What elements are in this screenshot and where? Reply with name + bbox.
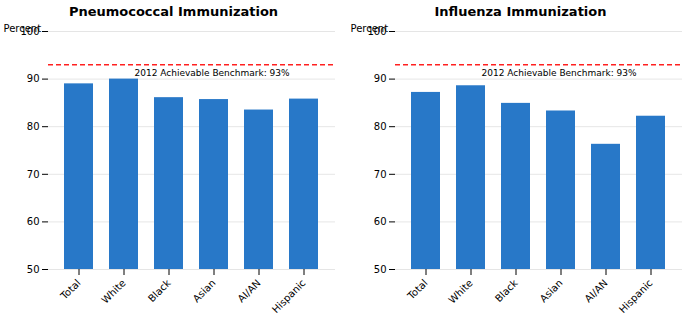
html-text:Pneumococcal Immunization: Pneumococcal Immunization bbox=[68, 4, 279, 19]
svg-text:Black: Black bbox=[146, 277, 173, 304]
svg-text:70: 70 bbox=[27, 169, 40, 180]
svg-text:Hispanic: Hispanic bbox=[617, 277, 655, 315]
svg-text:Total: Total bbox=[405, 277, 430, 302]
svg-text:2012 Achievable Benchmark: 93%: 2012 Achievable Benchmark: 93% bbox=[135, 68, 291, 78]
svg-text:AI/AN: AI/AN bbox=[582, 277, 609, 304]
svg-text:90: 90 bbox=[27, 73, 40, 84]
svg-text:Asian: Asian bbox=[538, 277, 565, 304]
svg-text:60: 60 bbox=[374, 216, 387, 227]
svg-text:Total: Total bbox=[58, 277, 83, 302]
svg-text:Asian: Asian bbox=[191, 277, 218, 304]
svg-text:50: 50 bbox=[27, 264, 40, 275]
svg-text:90: 90 bbox=[374, 73, 387, 84]
svg-text:2012 Achievable Benchmark: 93%: 2012 Achievable Benchmark: 93% bbox=[482, 68, 638, 78]
svg-text:80: 80 bbox=[27, 121, 40, 132]
svg-text:AI/AN: AI/AN bbox=[235, 277, 262, 304]
svg-text:60: 60 bbox=[27, 216, 40, 227]
svg-text:Hispanic: Hispanic bbox=[270, 277, 308, 315]
svg-text:Black: Black bbox=[493, 277, 520, 304]
svg-text:Percent: Percent bbox=[4, 23, 42, 34]
svg-text:50: 50 bbox=[374, 264, 387, 275]
svg-text:White: White bbox=[446, 277, 474, 305]
svg-text:Percent: Percent bbox=[351, 23, 389, 34]
svg-text:70: 70 bbox=[374, 169, 387, 180]
html-text:Influenza Immunization: Influenza Immunization bbox=[434, 4, 607, 19]
svg-text:White: White bbox=[99, 277, 127, 305]
svg-text:80: 80 bbox=[374, 121, 387, 132]
